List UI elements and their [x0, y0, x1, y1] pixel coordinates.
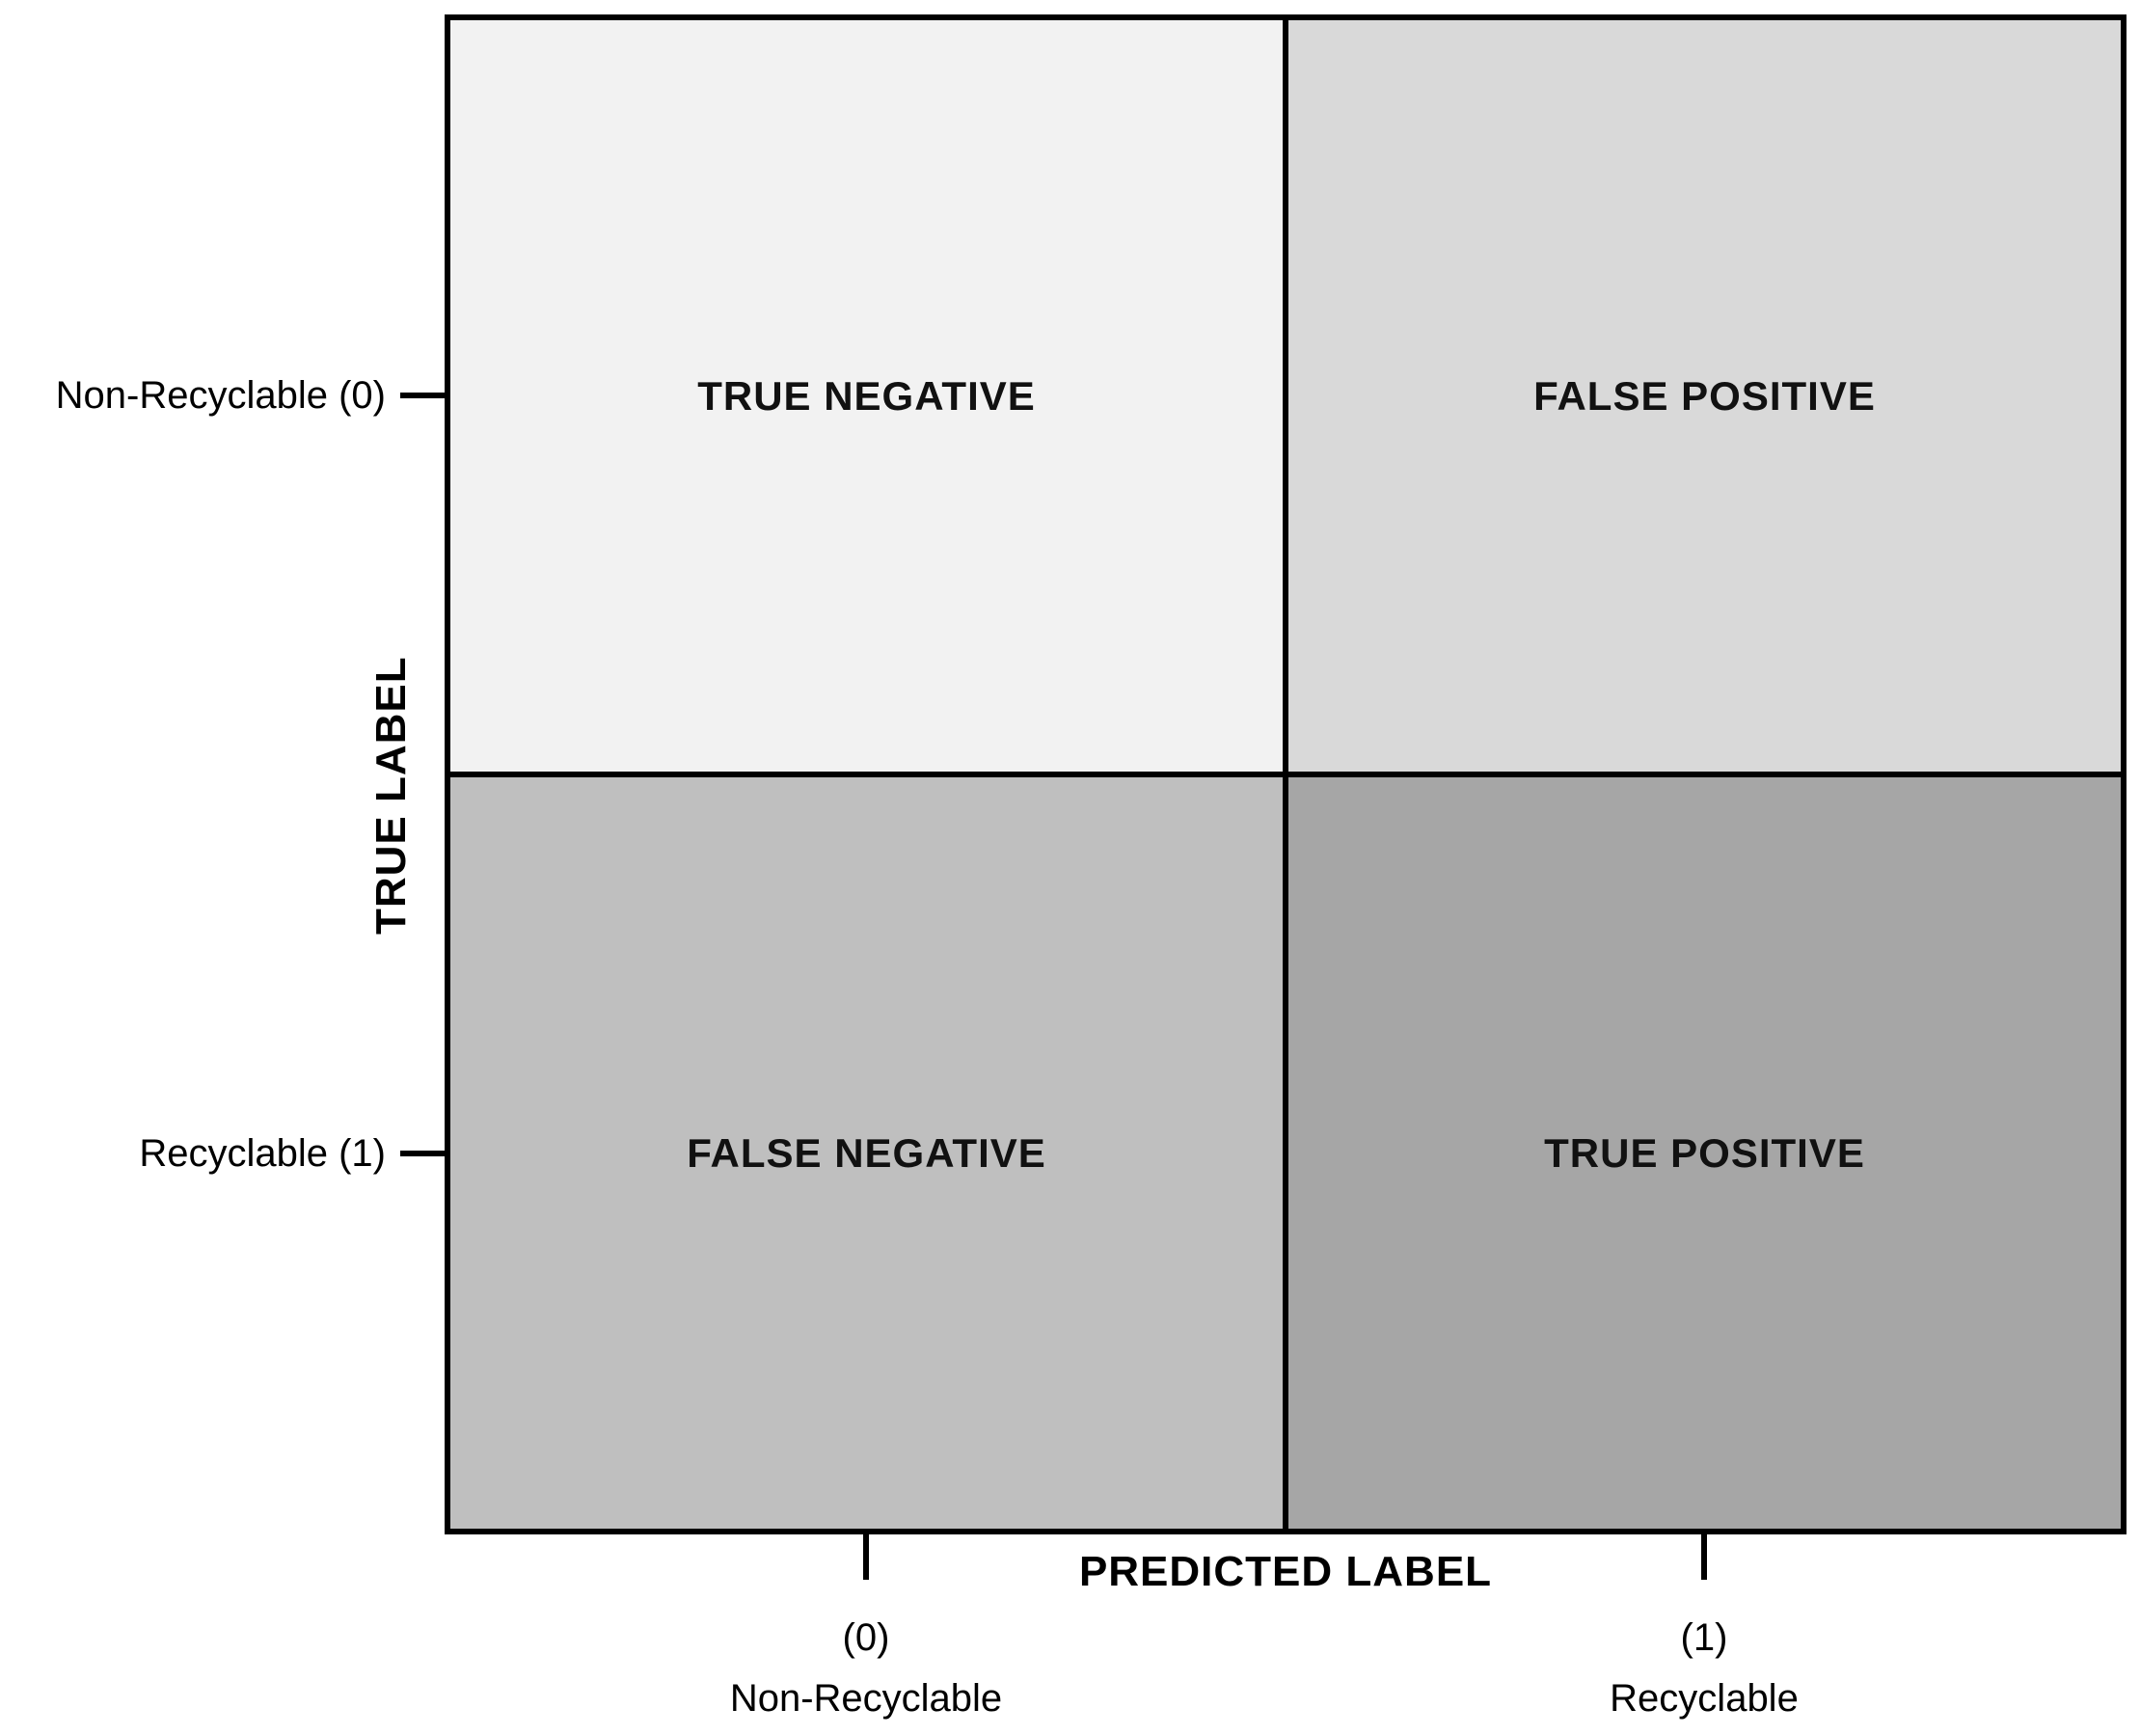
cell-label-true-negative: TRUE NEGATIVE — [697, 372, 1036, 419]
x-axis-title: PREDICTED LABEL — [1078, 1548, 1493, 1595]
y-axis-title: TRUE LABEL — [367, 656, 415, 936]
cell-true-positive: TRUE POSITIVE — [1288, 777, 2121, 1529]
col-value-0: (0) — [842, 1616, 890, 1659]
row-tick-mark-1 — [400, 1151, 445, 1156]
col-value-1: (1) — [1680, 1616, 1728, 1659]
cell-label-false-negative: FALSE NEGATIVE — [687, 1129, 1046, 1176]
cell-false-positive: FALSE POSITIVE — [1288, 20, 2121, 772]
row-label-recyclable: Recyclable (1) — [139, 1132, 386, 1175]
row-label-non-recyclable: Non-Recyclable (0) — [55, 374, 386, 417]
cell-false-negative: FALSE NEGATIVE — [450, 777, 1283, 1529]
cell-true-negative: TRUE NEGATIVE — [450, 20, 1283, 772]
cell-label-true-positive: TRUE POSITIVE — [1544, 1129, 1865, 1176]
row-tick-mark-0 — [400, 393, 445, 398]
cell-label-false-positive: FALSE POSITIVE — [1533, 372, 1876, 419]
col-tick-mark-1 — [1701, 1534, 1707, 1580]
col-tick-mark-0 — [863, 1534, 869, 1580]
confusion-matrix: TRUE NEGATIVE FALSE POSITIVE FALSE NEGAT… — [445, 14, 2126, 1534]
col-label-recyclable: Recyclable — [1610, 1677, 1799, 1720]
col-label-non-recyclable: Non-Recyclable — [729, 1677, 1003, 1720]
